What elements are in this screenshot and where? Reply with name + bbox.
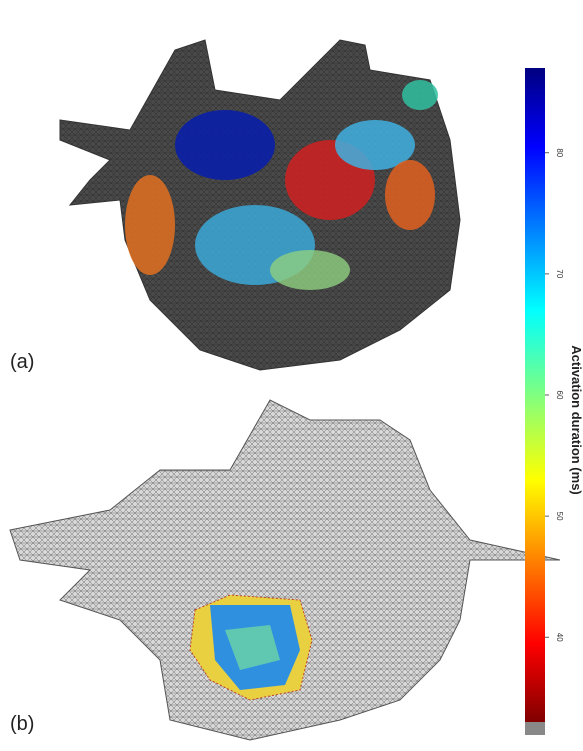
- colorbar-nan: [525, 722, 545, 735]
- tick-label: 40: [555, 633, 564, 642]
- mesh-b: [9, 399, 561, 741]
- tick-label: 60: [555, 391, 564, 400]
- panel-label: (b): [10, 713, 34, 735]
- colorbar: [525, 68, 545, 735]
- tick-label: 50: [555, 512, 564, 521]
- tick-label: 80: [555, 148, 564, 157]
- tick-label: 70: [555, 269, 564, 278]
- panel-label: (a): [10, 351, 34, 373]
- colorbar-label: Activation duration (ms): [569, 345, 583, 495]
- mesh-a: [59, 39, 461, 371]
- colorbar-gradient: [525, 68, 545, 722]
